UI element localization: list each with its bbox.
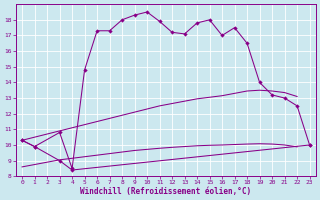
X-axis label: Windchill (Refroidissement éolien,°C): Windchill (Refroidissement éolien,°C): [80, 187, 252, 196]
